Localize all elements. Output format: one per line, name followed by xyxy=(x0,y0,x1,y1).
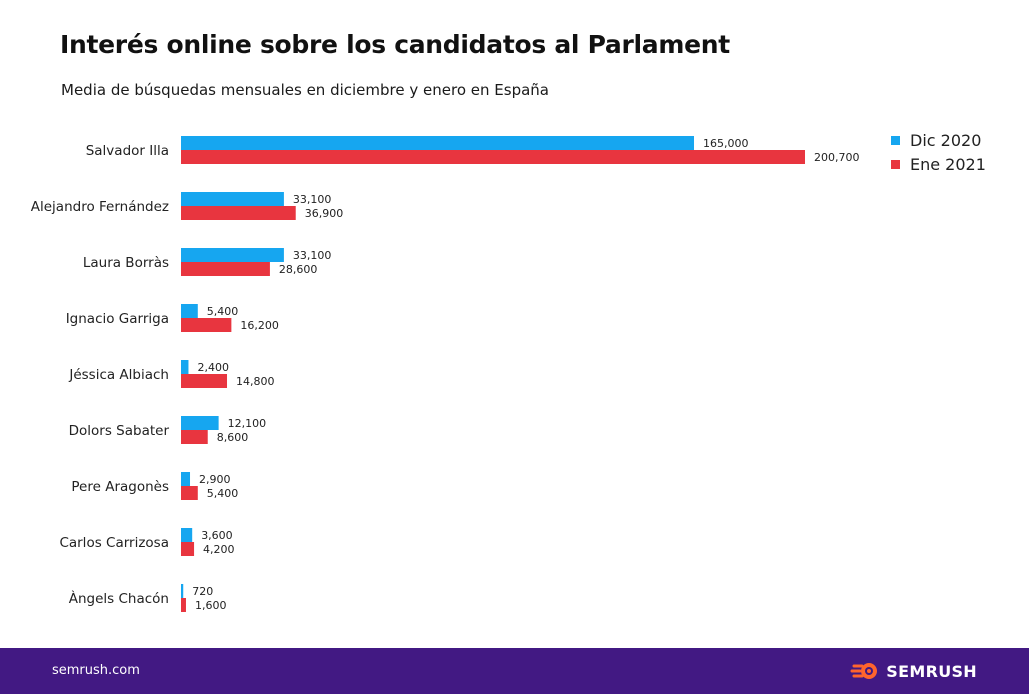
data-label: 2,900 xyxy=(199,473,231,486)
bar-dic-2020 xyxy=(181,248,284,262)
bar-ene-2021 xyxy=(181,598,186,612)
legend-label-ene: Ene 2021 xyxy=(910,154,986,174)
data-label: 5,400 xyxy=(207,487,239,500)
bar-ene-2021 xyxy=(181,262,270,276)
category-label: Salvador Illa xyxy=(86,143,169,159)
data-label: 5,400 xyxy=(207,305,239,318)
bar-chart: Salvador Illa 165,000 200,700 Alejandro Fer… xyxy=(31,136,860,612)
category-label: Ignacio Garriga xyxy=(66,311,169,327)
semrush-flame-icon xyxy=(850,663,878,679)
data-label: 36,900 xyxy=(305,207,344,220)
data-label: 165,000 xyxy=(703,137,749,150)
data-label: 33,100 xyxy=(293,193,332,206)
data-label: 720 xyxy=(192,585,213,598)
bar-dic-2020 xyxy=(181,304,198,318)
category-label: Dolors Sabater xyxy=(69,423,170,439)
bar-ene-2021 xyxy=(181,486,198,500)
bar-ene-2021 xyxy=(181,318,232,332)
bar-ene-2021 xyxy=(181,430,208,444)
bar-ene-2021 xyxy=(181,542,195,556)
data-label: 33,100 xyxy=(293,249,332,262)
legend-label-dic: Dic 2020 xyxy=(910,130,982,150)
legend-item-dic: Dic 2020 xyxy=(891,128,986,152)
chart-title: Interés online sobre los candidatos al P… xyxy=(60,30,730,59)
data-label: 8,600 xyxy=(217,431,249,444)
bar-ene-2021 xyxy=(181,150,805,164)
bar-dic-2020 xyxy=(181,416,219,430)
data-label: 12,100 xyxy=(228,417,267,430)
legend-swatch-dic xyxy=(891,135,900,145)
bar-dic-2020 xyxy=(181,584,184,598)
data-label: 16,200 xyxy=(240,319,279,332)
category-label: Jéssica Albiach xyxy=(68,367,169,383)
bar-ene-2021 xyxy=(181,374,228,388)
footer-site-link[interactable]: semrush.com xyxy=(52,663,140,678)
bar-dic-2020 xyxy=(181,472,191,486)
footer-bar: semrush.com SEMRUSH xyxy=(0,648,1029,694)
data-label: 14,800 xyxy=(236,375,275,388)
category-label: Àngels Chacón xyxy=(69,590,169,607)
bar-dic-2020 xyxy=(181,528,193,542)
data-label: 2,400 xyxy=(197,361,229,374)
bar-dic-2020 xyxy=(181,136,695,150)
brand-name: SEMRUSH xyxy=(886,661,977,681)
data-label: 4,200 xyxy=(203,543,235,556)
data-label: 3,600 xyxy=(201,529,233,542)
bar-dic-2020 xyxy=(181,192,284,206)
category-label: Carlos Carrizosa xyxy=(59,535,169,551)
category-label: Pere Aragonès xyxy=(71,479,169,495)
data-label: 200,700 xyxy=(814,151,860,164)
brand-logo[interactable]: SEMRUSH xyxy=(850,661,977,681)
category-label: Alejandro Fernández xyxy=(31,199,169,215)
category-label: Laura Borràs xyxy=(83,255,169,271)
bar-ene-2021 xyxy=(181,206,296,220)
data-label: 28,600 xyxy=(279,263,318,276)
data-label: 1,600 xyxy=(195,599,227,612)
legend-item-ene: Ene 2021 xyxy=(891,152,986,176)
legend-swatch-ene xyxy=(891,159,900,169)
bar-dic-2020 xyxy=(181,360,189,374)
legend: Dic 2020 Ene 2021 xyxy=(891,128,986,176)
chart-subtitle: Media de búsquedas mensuales en diciembr… xyxy=(61,81,549,99)
